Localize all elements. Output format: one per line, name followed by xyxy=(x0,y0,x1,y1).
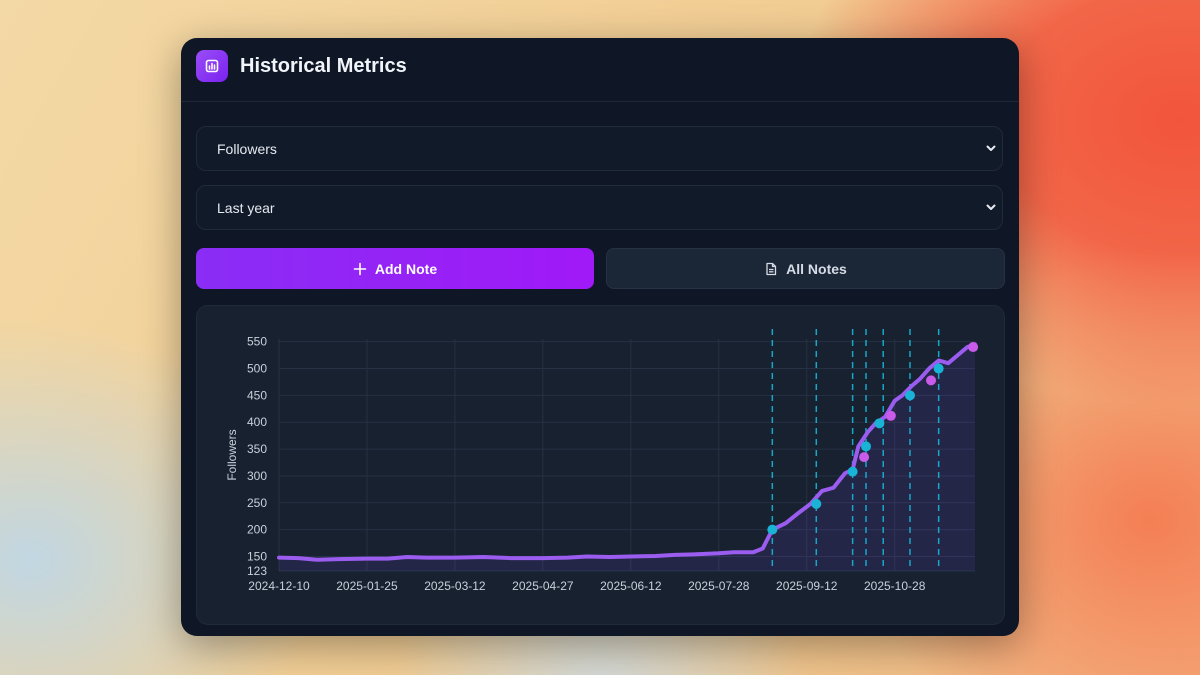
x-tick-label: 2025-03-12 xyxy=(424,579,486,593)
range-select-value: Last year xyxy=(217,199,275,216)
y-tick-label: 300 xyxy=(247,469,267,483)
note-marker xyxy=(933,363,944,374)
y-tick-label: 400 xyxy=(247,415,267,429)
note-marker xyxy=(926,375,937,386)
y-tick-label: 250 xyxy=(247,496,267,510)
chevron-down-icon xyxy=(984,200,998,217)
note-marker xyxy=(859,452,870,463)
y-tick-label: 123 xyxy=(247,564,267,578)
y-tick-label: 150 xyxy=(247,550,267,564)
x-tick-label: 2025-04-27 xyxy=(512,579,574,593)
all-notes-label: All Notes xyxy=(786,260,847,277)
add-note-button[interactable]: Add Note xyxy=(196,248,594,289)
note-marker xyxy=(847,466,858,477)
note-marker xyxy=(885,410,896,421)
x-tick-label: 2025-07-28 xyxy=(688,579,750,593)
metric-select[interactable]: Followers xyxy=(196,126,1003,171)
metrics-card: Historical Metrics Followers Last year A… xyxy=(181,38,1019,636)
card-header: Historical Metrics xyxy=(181,38,1019,102)
y-axis-label: Followers xyxy=(225,429,239,480)
x-tick-label: 2025-06-12 xyxy=(600,579,662,593)
x-tick-label: 2025-10-28 xyxy=(864,579,926,593)
all-notes-button[interactable]: All Notes xyxy=(606,248,1005,289)
series-area xyxy=(279,344,975,571)
chart-panel: 123 150 200 250 300 350 400 450 500 550 2024-12-10… xyxy=(196,305,1005,625)
y-tick-label: 200 xyxy=(247,523,267,537)
document-icon xyxy=(766,262,777,275)
y-tick-label: 550 xyxy=(247,335,267,349)
range-select[interactable]: Last year xyxy=(196,185,1003,230)
x-tick-label: 2025-09-12 xyxy=(776,579,838,593)
note-marker xyxy=(968,342,979,353)
x-tick-label: 2025-01-25 xyxy=(336,579,398,593)
y-tick-label: 500 xyxy=(247,362,267,376)
note-marker xyxy=(811,498,822,509)
page-title: Historical Metrics xyxy=(240,55,407,77)
note-marker xyxy=(904,390,915,401)
note-marker xyxy=(861,441,872,452)
y-tick-label: 450 xyxy=(247,388,267,402)
x-tick-label: 2024-12-10 xyxy=(248,579,310,593)
note-marker xyxy=(874,418,885,429)
chevron-down-icon xyxy=(984,141,998,158)
metric-select-value: Followers xyxy=(217,140,277,157)
y-tick-label: 350 xyxy=(247,442,267,456)
plus-icon xyxy=(353,262,367,275)
add-note-label: Add Note xyxy=(374,260,438,277)
followers-series-line xyxy=(277,342,977,562)
bar-chart-icon xyxy=(196,50,228,82)
note-marker xyxy=(767,524,778,535)
